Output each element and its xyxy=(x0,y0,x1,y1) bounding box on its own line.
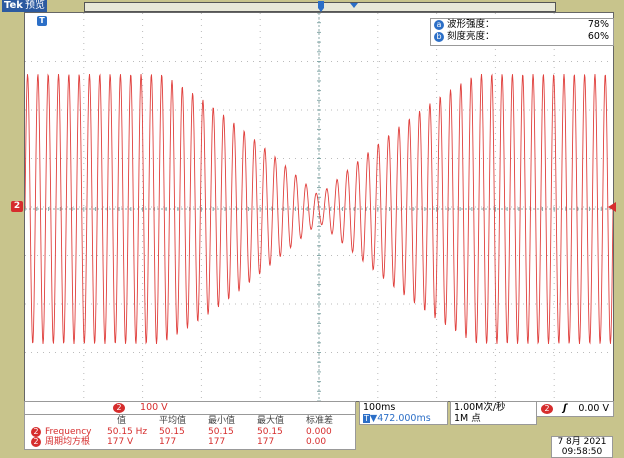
header-mean: 平均值 xyxy=(159,416,187,426)
trigger-level-value: 0.00 V xyxy=(578,403,609,414)
brand-name: Tek xyxy=(4,0,23,11)
measurement-row-cycle-rms[interactable]: 2 周期均方根 177 V 177 177 177 0.00 xyxy=(25,437,355,447)
top-status-bar: Tek 预览 xyxy=(0,0,624,13)
measurement-channel-badge: 2 xyxy=(31,427,41,437)
measurement-value: 50.15 Hz xyxy=(107,427,148,437)
acquisition-readout[interactable]: 1.00M次/秒 1M 点 xyxy=(450,401,537,425)
waveform-intensity-row: a 波形强度： 78% xyxy=(431,19,613,31)
channel-2-waveform xyxy=(25,73,613,345)
vertical-scale-value: 100 V xyxy=(140,402,168,413)
vertical-channel-badge: 2 xyxy=(113,402,125,413)
measurement-name: Frequency xyxy=(45,427,92,437)
view-position-icon xyxy=(350,3,358,8)
timebase-scale: 100ms xyxy=(363,402,396,413)
time-value: 09:58:50 xyxy=(561,447,603,457)
measurement-min: 177 xyxy=(208,437,226,447)
waveform-display[interactable] xyxy=(24,12,614,402)
measurement-table: 值 平均值 最小值 最大值 标准差 2 Frequency 50.15 Hz 5… xyxy=(24,414,356,450)
graticule-brightness-row: b 刻度亮度： 60% xyxy=(431,31,613,43)
timebase-t-badge: T xyxy=(363,414,370,423)
measurement-min: 50.15 xyxy=(208,427,234,437)
display-settings-readout: a 波形强度： 78% b 刻度亮度： 60% xyxy=(430,18,614,46)
measurement-mean: 177 xyxy=(159,437,177,447)
run-mode-label: 预览 xyxy=(24,0,45,11)
badge-a-icon: a xyxy=(434,19,444,30)
waveform-intensity-value: 78% xyxy=(587,19,609,30)
vertical-scale-readout[interactable]: 2 100 V xyxy=(24,401,356,415)
timebase-readout[interactable]: 100ms T▼472.000ms xyxy=(359,401,448,425)
header-std: 标准差 xyxy=(306,416,334,426)
header-value: 值 xyxy=(117,416,127,426)
graticule-brightness-label: 刻度亮度： xyxy=(447,31,495,42)
waveform-trace xyxy=(25,73,613,345)
graticule-brightness-value: 60% xyxy=(587,31,609,42)
waveform-intensity-label: 波形强度： xyxy=(447,19,495,30)
measurement-channel-badge: 2 xyxy=(31,437,41,447)
trigger-readout[interactable]: 2 ʃ 0.00 V xyxy=(536,401,614,417)
trigger-time-marker[interactable]: T xyxy=(37,16,47,26)
trigger-channel-badge: 2 xyxy=(541,404,553,414)
trigger-level-icon[interactable] xyxy=(608,202,616,212)
measurement-std: 0.000 xyxy=(306,427,332,437)
timebase-position: T▼472.000ms xyxy=(363,413,447,424)
record-length: 1M 点 xyxy=(454,413,481,424)
channel-2-ground-marker[interactable]: 2 xyxy=(11,201,23,212)
trigger-position-icon[interactable] xyxy=(317,0,325,14)
measurement-value: 177 V xyxy=(107,437,134,447)
measurement-std: 0.00 xyxy=(306,437,327,447)
timebase-position-value: ▼472.000ms xyxy=(369,413,431,424)
measurement-header-row: 值 平均值 最小值 最大值 标准差 xyxy=(25,416,355,426)
measurement-max: 50.15 xyxy=(257,427,283,437)
measurement-mean: 50.15 xyxy=(159,427,185,437)
datetime-readout: 7 8月 2021 09:58:50 xyxy=(551,436,613,458)
rising-edge-icon: ʃ xyxy=(563,403,567,414)
header-min: 最小值 xyxy=(208,416,236,426)
date-value: 7 8月 2021 xyxy=(557,437,607,447)
measurement-row-frequency[interactable]: 2 Frequency 50.15 Hz 50.15 50.15 50.15 0… xyxy=(25,427,355,437)
brand-logo: Tek 预览 xyxy=(2,0,47,12)
sample-rate: 1.00M次/秒 xyxy=(454,402,506,413)
header-max: 最大值 xyxy=(257,416,285,426)
badge-b-icon: b xyxy=(434,31,444,42)
measurement-max: 177 xyxy=(257,437,275,447)
measurement-name: 周期均方根 xyxy=(45,437,91,447)
